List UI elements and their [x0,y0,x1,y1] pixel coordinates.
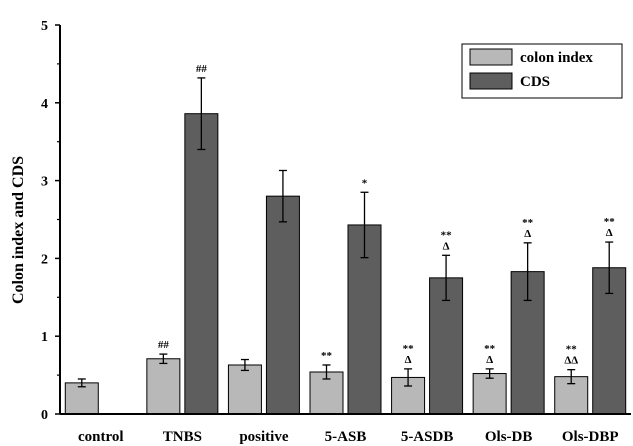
bar-cds-tnbs [184,113,219,415]
y-tick-label: 4 [41,97,48,112]
bar-colon-index-control [64,382,99,415]
x-category-label: Ols-DB [485,429,533,445]
significance-mark: ** [403,343,415,355]
bar-cds-5-asdb [429,277,464,415]
significance-mark: * [362,177,368,189]
significance-mark: Δ [524,228,531,240]
significance-mark: ** [522,217,534,229]
significance-mark: Δ [405,354,412,366]
x-category-label: TNBS [163,429,202,445]
significance-mark: ## [158,339,170,351]
axes-layer: 0 1 2 3 4 5 control TNBS positive 5-ASB 5-ASDB Ols-… [41,19,631,445]
y-axis-title: Colon index and CDS [10,156,27,304]
significance-mark: Δ [486,354,493,366]
bar-cds-positive [265,195,300,415]
legend: colon index CDS [461,43,623,99]
x-category-label: positive [239,429,289,445]
significance-mark: ** [566,344,578,356]
legend-swatch [469,48,513,66]
bar-colon-index-positive [227,364,262,415]
y-tick-label: 5 [41,19,48,34]
legend-label: CDS [520,74,550,90]
significance-mark: ** [321,350,333,362]
significance-mark: Δ [606,227,613,239]
significance-mark: ** [441,229,453,241]
bar-colon-index-tnbs [146,358,181,415]
y-tick-label: 1 [41,330,48,345]
bars-layer: ####*****Δ**Δ**Δ**Δ**ΔΔ**Δ [64,63,627,415]
bar-colon-index-ols-db [472,373,507,415]
x-category-label: 5-ASDB [401,429,454,445]
y-tick-label: 0 [41,408,48,423]
y-tick-label: 2 [41,252,48,267]
significance-mark: ** [484,343,496,355]
x-category-label: Ols-DBP [562,429,619,445]
y-tick-label: 3 [41,175,48,190]
legend-swatch [469,72,513,90]
x-category-label: control [78,429,124,445]
significance-mark: Δ [443,240,450,252]
significance-mark: ΔΔ [564,355,578,367]
legend-label: colon index [520,50,593,66]
x-category-label: 5-ASB [325,429,367,445]
significance-mark: ** [604,216,616,228]
significance-mark: ## [196,63,208,75]
